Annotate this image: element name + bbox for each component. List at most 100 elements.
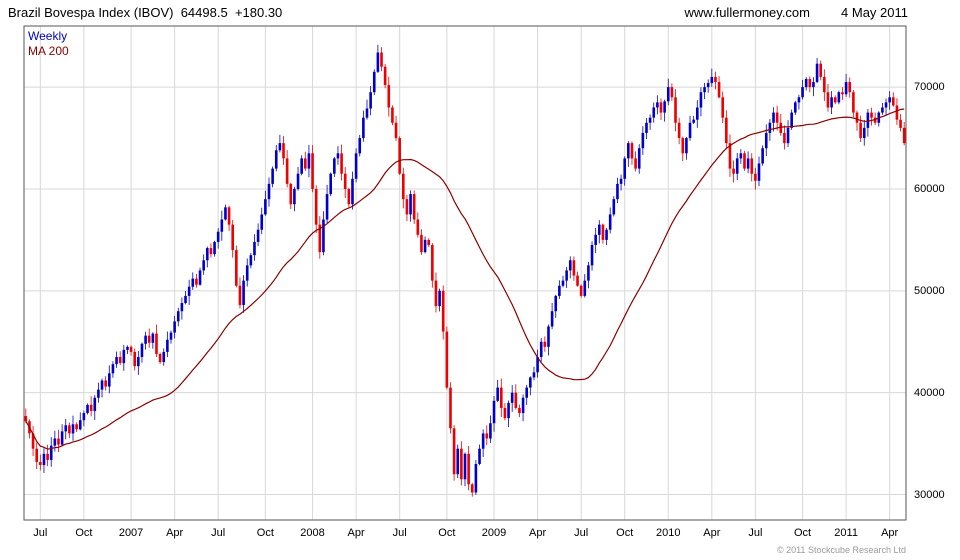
candle-body: [354, 153, 358, 179]
candle-body: [82, 413, 86, 421]
candle-body: [278, 143, 282, 151]
candle: [597, 220, 601, 244]
candle-body: [721, 97, 725, 118]
candle-body: [590, 244, 594, 266]
candle: [307, 144, 311, 178]
candle-body: [757, 163, 761, 181]
candle: [137, 350, 140, 375]
candle-body: [884, 102, 888, 108]
candle: [71, 415, 75, 441]
candle: [623, 156, 627, 186]
candle-body: [895, 105, 899, 120]
candle-body: [202, 260, 205, 271]
candle-body: [231, 224, 235, 251]
candle: [97, 382, 100, 403]
x-axis-label: Apr: [881, 527, 899, 539]
candle-body: [307, 153, 311, 169]
candle: [224, 204, 227, 221]
candle-body: [572, 260, 576, 276]
candle-body: [173, 321, 176, 333]
candle-body: [463, 453, 467, 480]
candle-body: [242, 280, 245, 306]
candle: [282, 136, 285, 165]
candle: [111, 361, 115, 378]
candle-body: [525, 387, 529, 398]
candle-body: [325, 194, 329, 220]
candle: [891, 92, 895, 107]
candle: [24, 408, 28, 423]
candle-body: [445, 331, 449, 388]
candle: [180, 297, 184, 320]
candle-body: [550, 311, 554, 327]
candle-body: [372, 71, 376, 93]
candle: [264, 190, 267, 216]
candle-body: [271, 168, 274, 184]
candle: [681, 136, 685, 162]
candle: [162, 348, 166, 366]
candle: [536, 349, 539, 378]
candle-body: [86, 404, 89, 414]
candle-body: [285, 158, 289, 184]
candle-body: [300, 158, 303, 174]
candle: [583, 274, 587, 298]
candle: [568, 256, 572, 279]
candle-body: [674, 97, 677, 123]
candle: [837, 90, 841, 105]
candle: [383, 63, 387, 89]
page-title: Brazil Bovespa Index (IBOV) 64498.5 +180…: [8, 5, 282, 20]
candle: [812, 77, 815, 97]
candle-body: [503, 407, 507, 419]
candle-body: [144, 335, 147, 344]
candle: [670, 83, 674, 102]
x-axis-label: Jul: [211, 527, 226, 539]
candle: [372, 69, 376, 96]
candle-body: [772, 112, 775, 123]
candle: [60, 424, 64, 447]
candle: [82, 410, 86, 427]
candle-body: [485, 433, 489, 439]
candle-body: [536, 357, 539, 373]
candle: [169, 330, 173, 344]
candle: [539, 338, 543, 362]
candle-body: [652, 107, 656, 118]
candle: [881, 102, 884, 115]
candle: [579, 284, 583, 298]
candle: [325, 184, 329, 224]
candle-body: [311, 153, 314, 189]
candle-body: [452, 428, 456, 475]
candle-body: [587, 265, 590, 281]
candle-body: [129, 346, 133, 352]
candle: [318, 216, 322, 259]
candle: [721, 91, 725, 124]
candle: [296, 166, 300, 191]
candle: [438, 288, 441, 312]
candle: [329, 172, 333, 197]
candle: [231, 219, 235, 258]
candle: [300, 155, 303, 176]
candle: [761, 145, 764, 166]
candle: [431, 243, 434, 288]
candle-body: [329, 173, 333, 195]
candle-body: [118, 357, 122, 364]
candle-body: [481, 433, 485, 449]
candle: [503, 403, 507, 421]
ma-200-line: [25, 108, 905, 450]
candle-body: [521, 397, 525, 414]
y-axis-label: 70000: [914, 81, 945, 94]
candle-body: [833, 97, 837, 103]
candle-body: [812, 82, 815, 88]
candle-body: [249, 255, 253, 266]
candle: [855, 110, 859, 131]
candle-body: [333, 158, 336, 174]
candle-body: [706, 83, 710, 88]
candle-body: [775, 112, 779, 123]
candle-body: [227, 207, 231, 225]
candle: [376, 44, 380, 73]
candle: [619, 174, 623, 191]
candle-body: [111, 364, 115, 374]
candle: [176, 307, 180, 327]
candle: [899, 114, 902, 132]
candle-body: [420, 234, 423, 253]
